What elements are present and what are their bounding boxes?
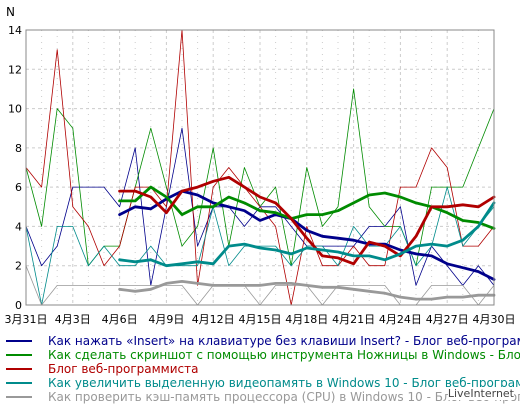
- legend-item-5: Как проверить кэш-память процессора (CPU…: [0, 390, 520, 404]
- y-tick-label: 8: [15, 142, 22, 155]
- y-tick-label: 14: [8, 24, 22, 37]
- legend-swatch: [6, 396, 32, 398]
- x-tick-label: 4月9日: [148, 313, 184, 326]
- y-tick-label: 10: [8, 103, 22, 116]
- legend-label: Как нажать «Insert» на клавиатуре без кл…: [48, 334, 520, 348]
- legend-item-2: Как сделать скриншот с помощью инструмен…: [0, 348, 520, 362]
- y-tick-label: 6: [15, 181, 22, 194]
- series-5-trend: [118, 279, 496, 301]
- series-3-line: [25, 29, 495, 306]
- x-tick-label: 4月24日: [379, 313, 422, 326]
- series-4-trend: [118, 201, 496, 268]
- trend-series-lines: [118, 175, 496, 301]
- x-tick-label: 4月3日: [55, 313, 91, 326]
- legend-label: Как увеличить выделенную видеопамять в W…: [48, 376, 520, 390]
- x-tick-label: 4月27日: [426, 313, 469, 326]
- x-tick-label: 4月18日: [285, 313, 328, 326]
- chart-legend: Как нажать «Insert» на клавиатуре без кл…: [0, 334, 520, 404]
- x-tick-label: 4月6日: [102, 313, 138, 326]
- y-axis-ticks: 0 2 4 6 8 10 12 14: [8, 24, 22, 312]
- legend-item-3: Блог веб-программиста: [0, 362, 520, 376]
- x-axis-ticks: 3月31日 4月3日 4月6日 4月9日 4月12日 4月15日 4月18日 4月21日 4月2…: [5, 313, 516, 326]
- y-tick-label: 0: [15, 299, 22, 312]
- legend-label: Как проверить кэш-память процессора (CPU…: [48, 390, 520, 404]
- watermark: LiveInternet: [447, 387, 514, 400]
- legend-swatch: [6, 340, 32, 342]
- legend-swatch: [6, 368, 32, 370]
- plot-frame: [25, 29, 495, 306]
- series-3-trend: [118, 175, 496, 266]
- x-tick-label: 4月30日: [473, 313, 516, 326]
- series-4-line: [25, 186, 495, 306]
- x-tick-label: 4月15日: [239, 313, 282, 326]
- legend-label: Как сделать скриншот с помощью инструмен…: [48, 348, 520, 362]
- x-tick-label: 3月31日: [5, 313, 48, 326]
- raw-series-lines: [25, 29, 495, 306]
- y-tick-label: 4: [15, 220, 22, 233]
- y-axis-label: N: [6, 5, 15, 19]
- y-tick-label: 2: [15, 260, 22, 273]
- legend-item-4: Как увеличить выделенную видеопамять в W…: [0, 376, 520, 390]
- legend-swatch: [6, 382, 32, 384]
- legend-item-1: Как нажать «Insert» на клавиатуре без кл…: [0, 334, 520, 348]
- legend-swatch: [6, 354, 32, 356]
- y-tick-label: 12: [8, 63, 22, 76]
- x-tick-label: 4月12日: [192, 313, 235, 326]
- legend-label: Блог веб-программиста: [48, 362, 199, 376]
- x-tick-label: 4月21日: [332, 313, 375, 326]
